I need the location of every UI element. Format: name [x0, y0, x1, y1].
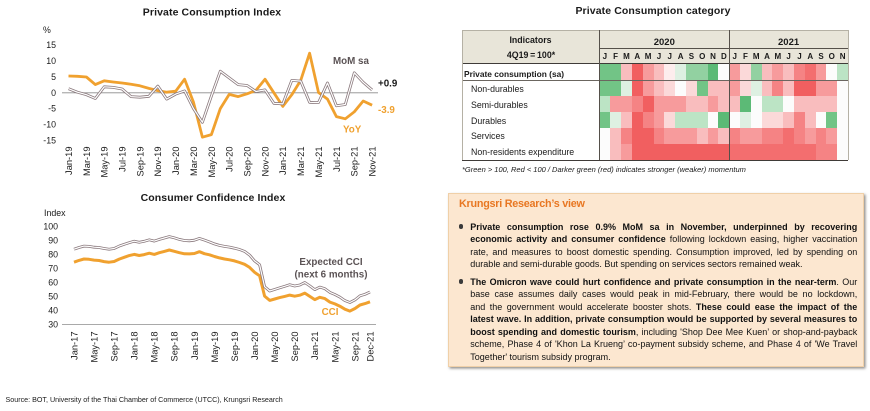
svg-text:May-20: May-20 [207, 147, 217, 178]
svg-text:-10: -10 [43, 120, 56, 130]
svg-text:Mar-20: Mar-20 [189, 147, 199, 176]
svg-text:May-19: May-19 [210, 332, 220, 363]
svg-text:Mar-19: Mar-19 [82, 147, 92, 176]
svg-text:+0.9: +0.9 [378, 79, 398, 90]
svg-text:50: 50 [48, 292, 58, 302]
svg-text:-5: -5 [48, 104, 56, 114]
svg-text:5: 5 [51, 72, 56, 82]
svg-text:-3.9: -3.9 [378, 105, 395, 116]
svg-text:MoM sa: MoM sa [333, 56, 369, 67]
svg-text:10: 10 [46, 56, 56, 66]
svg-text:15: 15 [46, 40, 56, 50]
svg-text:100: 100 [43, 222, 58, 232]
svg-text:Sep-19: Sep-19 [230, 332, 240, 362]
svg-text:Consumer Confidence Index: Consumer Confidence Index [141, 192, 286, 204]
svg-text:Private Consumption Index: Private Consumption Index [143, 6, 281, 18]
svg-text:Dec-21: Dec-21 [365, 332, 375, 362]
svg-text:Jan-20: Jan-20 [250, 332, 260, 360]
svg-text:0: 0 [51, 88, 56, 98]
svg-text:Jul-19: Jul-19 [118, 147, 128, 172]
svg-text:CCI: CCI [322, 307, 339, 318]
svg-text:Sep-20: Sep-20 [290, 332, 300, 362]
svg-text:Jan-19: Jan-19 [64, 147, 74, 175]
svg-text:Nov-19: Nov-19 [153, 147, 163, 177]
svg-text:Jan-19: Jan-19 [190, 332, 200, 360]
svg-text:30: 30 [48, 320, 58, 330]
svg-text:May-18: May-18 [150, 332, 160, 363]
svg-text:70: 70 [48, 264, 58, 274]
svg-text:60: 60 [48, 278, 58, 288]
svg-text:80: 80 [48, 250, 58, 260]
svg-text:-15: -15 [43, 135, 56, 145]
svg-text:Jul-21: Jul-21 [332, 147, 342, 172]
svg-text:Jan-21: Jan-21 [310, 332, 320, 360]
svg-text:YoY: YoY [343, 125, 362, 136]
svg-text:Sep-21: Sep-21 [350, 147, 360, 177]
svg-text:Nov-20: Nov-20 [260, 147, 270, 177]
svg-text:May-21: May-21 [314, 147, 324, 178]
svg-text:(next 6 months): (next 6 months) [295, 270, 368, 281]
svg-text:Sep-19: Sep-19 [135, 147, 145, 177]
svg-text:%: % [43, 25, 51, 35]
svg-text:Source: BOT, University of the: Source: BOT, University of the Thai Cham… [6, 396, 283, 404]
svg-text:May-17: May-17 [90, 332, 100, 363]
svg-text:May-19: May-19 [100, 147, 110, 178]
svg-text:40: 40 [48, 306, 58, 316]
svg-text:Jan-17: Jan-17 [69, 332, 79, 360]
svg-text:Mar-21: Mar-21 [296, 147, 306, 176]
svg-text:Jul-20: Jul-20 [225, 147, 235, 172]
svg-text:90: 90 [48, 236, 58, 246]
svg-text:Index: Index [44, 208, 66, 218]
svg-text:Sep-20: Sep-20 [243, 147, 253, 177]
svg-text:Sep-18: Sep-18 [170, 332, 180, 362]
svg-text:Jan-21: Jan-21 [278, 147, 288, 175]
svg-text:Jan-18: Jan-18 [130, 332, 140, 360]
svg-text:Expected CCI: Expected CCI [299, 257, 362, 268]
svg-text:Jan-20: Jan-20 [171, 147, 181, 175]
svg-text:Nov-21: Nov-21 [368, 147, 378, 177]
svg-text:May-21: May-21 [330, 332, 340, 363]
svg-text:May-20: May-20 [270, 332, 280, 363]
svg-text:Sep-21: Sep-21 [350, 332, 360, 362]
svg-text:Sep-17: Sep-17 [110, 332, 120, 362]
